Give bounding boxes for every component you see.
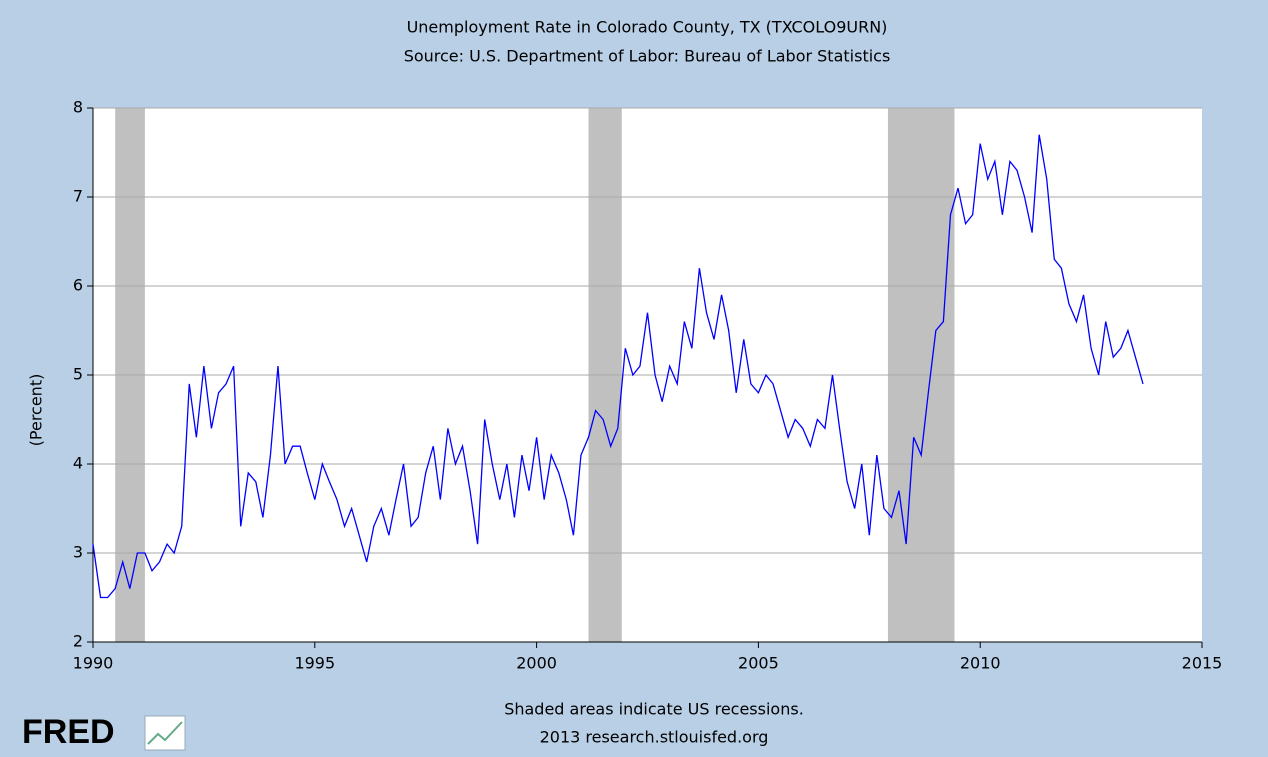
y-tick-label: 4 bbox=[73, 454, 83, 473]
y-tick-label: 7 bbox=[73, 187, 83, 206]
y-tick-label: 3 bbox=[73, 543, 83, 562]
y-tick-label: 5 bbox=[73, 365, 83, 384]
y-tick-label: 2 bbox=[73, 632, 83, 651]
chart-title: Unemployment Rate in Colorado County, TX… bbox=[407, 18, 888, 37]
x-tick-label: 2015 bbox=[1182, 654, 1223, 673]
x-tick-label: 2005 bbox=[738, 654, 779, 673]
x-tick-label: 2010 bbox=[960, 654, 1001, 673]
logo-icon bbox=[144, 715, 186, 751]
y-axis-label: (Percent) bbox=[27, 374, 46, 447]
x-tick-label: 1995 bbox=[294, 654, 335, 673]
credit: 2013 research.stlouisfed.org bbox=[540, 728, 769, 747]
recession-note: Shaded areas indicate US recessions. bbox=[504, 700, 804, 719]
logo: FRED bbox=[22, 713, 115, 751]
x-tick-label: 1990 bbox=[73, 654, 114, 673]
y-tick-label: 6 bbox=[73, 276, 83, 295]
x-tick-label: 2000 bbox=[516, 654, 557, 673]
data-line bbox=[92, 134, 1144, 599]
chart-subtitle: Source: U.S. Department of Labor: Bureau… bbox=[404, 47, 891, 66]
logo-icon-line bbox=[147, 721, 183, 745]
y-tick-label: 8 bbox=[73, 98, 83, 117]
